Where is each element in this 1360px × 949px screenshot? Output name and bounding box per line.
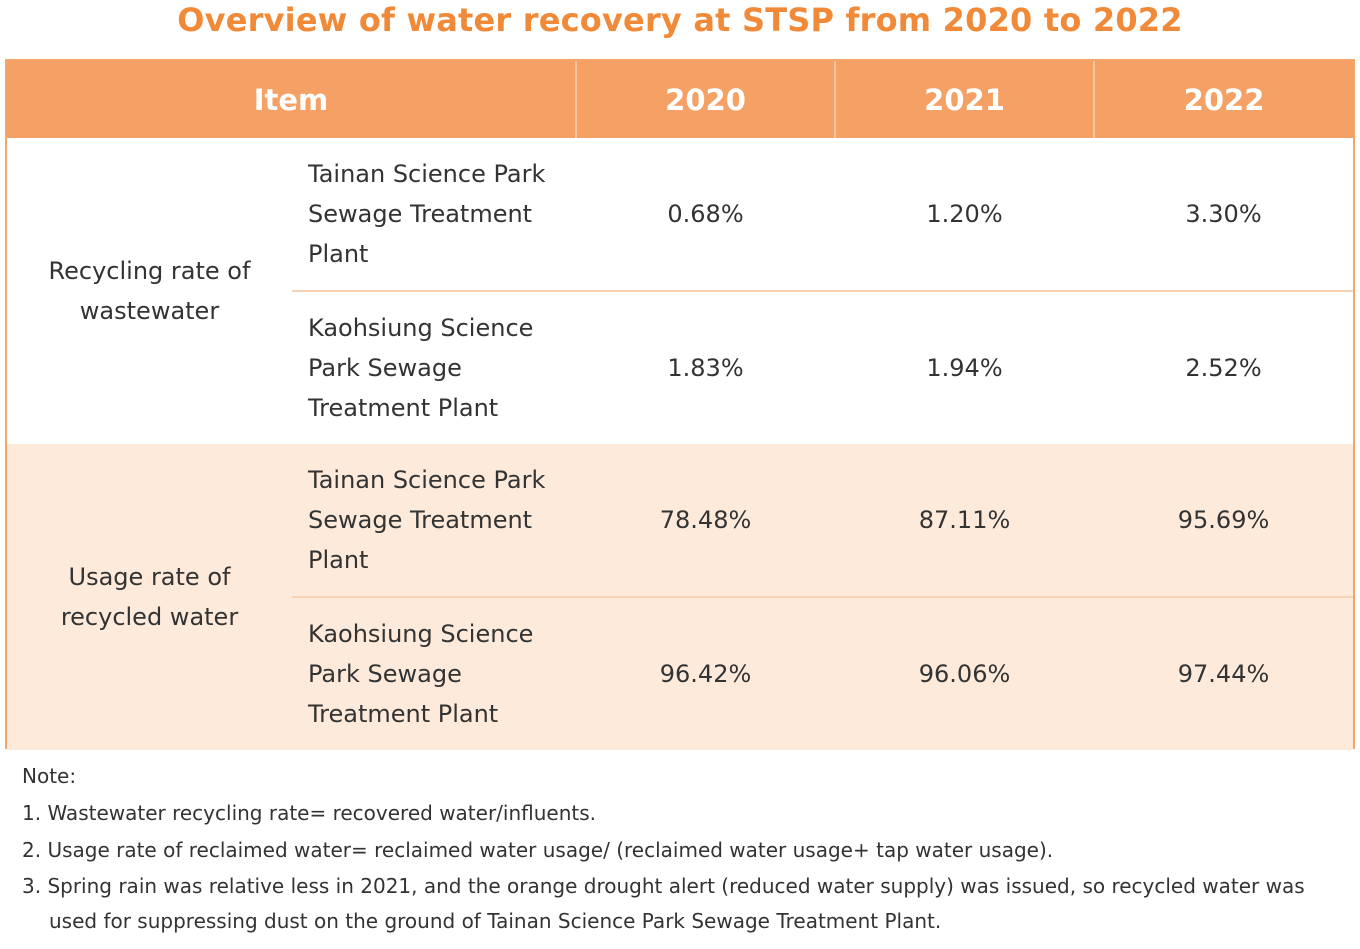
value-cell: 1.94% xyxy=(835,291,1095,444)
plant-name: Tainan Science Park Sewage Treatment Pla… xyxy=(292,444,577,598)
plant-name: Tainan Science Park Sewage Treatment Pla… xyxy=(292,138,577,292)
value-cell: 78.48% xyxy=(576,444,836,598)
table-row: Kaohsiung Science Park Sewage Treatment … xyxy=(7,597,1354,750)
value-cell: 96.42% xyxy=(576,597,836,750)
note-item: 1. Wastewater recycling rate= recovered … xyxy=(22,801,597,825)
table-row: Usage rate of recycled water Tainan Scie… xyxy=(7,444,1354,750)
header-2020: 2020 xyxy=(576,61,837,138)
header-item: Item xyxy=(7,61,578,138)
notes-section: Note: 1. Wastewater recycling rate= reco… xyxy=(22,758,1352,939)
value-cell: 97.44% xyxy=(1094,597,1354,750)
note-item: 3. Spring rain was relative less in 2021… xyxy=(22,874,1305,933)
table-header-row: Item 2020 2021 2022 xyxy=(7,61,1354,138)
value-cell: 0.68% xyxy=(576,138,836,292)
header-2021: 2021 xyxy=(835,61,1096,138)
notes-heading: Note: xyxy=(22,764,77,788)
note-item: 2. Usage rate of reclaimed water= reclai… xyxy=(22,838,1054,862)
category-usage-rate: Usage rate of recycled water xyxy=(7,444,292,750)
plant-name: Kaohsiung Science Park Sewage Treatment … xyxy=(292,291,577,444)
value-cell: 95.69% xyxy=(1094,444,1354,598)
value-cell: 2.52% xyxy=(1094,291,1354,444)
table-row: Recycling rate of wastewater Tainan Scie… xyxy=(7,138,1354,444)
table-row: Kaohsiung Science Park Sewage Treatment … xyxy=(7,291,1354,444)
water-recovery-table: Item 2020 2021 2022 Recycling rate of wa… xyxy=(5,59,1355,750)
value-cell: 3.30% xyxy=(1094,138,1354,292)
value-cell: 87.11% xyxy=(835,444,1095,598)
value-cell: 1.83% xyxy=(576,291,836,444)
plant-name: Kaohsiung Science Park Sewage Treatment … xyxy=(292,597,577,750)
value-cell: 1.20% xyxy=(835,138,1095,292)
value-cell: 96.06% xyxy=(835,597,1095,750)
page-title: Overview of water recovery at STSP from … xyxy=(177,1,1183,39)
header-2022: 2022 xyxy=(1094,61,1354,138)
category-recycling-rate: Recycling rate of wastewater xyxy=(7,138,292,444)
